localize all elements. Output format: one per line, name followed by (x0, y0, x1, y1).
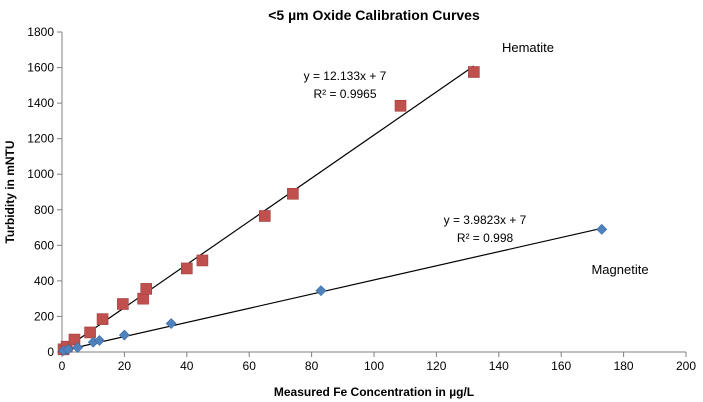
hematite-point (96, 313, 109, 325)
hematite-point (181, 262, 193, 275)
y-tick-label: 1200 (27, 132, 54, 146)
hematite-point (468, 66, 480, 78)
hematite-point (258, 210, 271, 222)
hematite-trendline (61, 65, 475, 352)
chart-title: <5 µm Oxide Calibration Curves (268, 7, 480, 23)
y-axis-label: Turbidity in mNTU (3, 140, 17, 243)
hematite-series-label: Hematite (502, 40, 554, 55)
hematite-r2: R² = 0.9965 (313, 87, 376, 101)
magnetite-point (315, 285, 327, 297)
y-tick-label: 1600 (27, 61, 54, 75)
y-tick-label: 1000 (27, 167, 54, 181)
magnetite-point (62, 343, 74, 355)
x-tick-label: 0 (59, 359, 66, 373)
x-axis-label: Measured Fe Concentration in µg/L (274, 385, 474, 399)
y-tick-label: 1800 (27, 25, 54, 39)
hematite-point (196, 254, 209, 267)
hematite-equation: y = 12.133x + 7 (304, 69, 387, 83)
x-tick-label: 40 (180, 359, 194, 373)
magnetite-point (72, 342, 84, 353)
hematite-point (140, 283, 153, 295)
x-tick-label: 120 (426, 359, 446, 373)
x-tick-label: 200 (676, 359, 696, 373)
hematite-point (394, 99, 407, 112)
y-tick-label: 200 (34, 309, 54, 323)
hematite-point (137, 292, 149, 305)
trendlines (61, 65, 602, 352)
magnetite-r2: R² = 0.998 (457, 231, 514, 245)
hematite-point (68, 333, 81, 346)
y-tick-label: 0 (47, 345, 54, 359)
magnetite-trendline (61, 227, 602, 352)
magnetite-point (118, 329, 130, 341)
x-tick-label: 80 (305, 359, 319, 373)
magnetite-equation: y = 3.9823x + 7 (444, 213, 527, 227)
x-tick-label: 160 (551, 359, 571, 373)
magnetite-point (94, 335, 105, 346)
y-tick-label: 800 (34, 203, 54, 217)
data-points (57, 66, 608, 357)
x-tick-label: 20 (118, 359, 132, 373)
magnetite-point (596, 223, 608, 235)
y-tick-label: 1400 (27, 96, 54, 110)
x-tick-label: 180 (614, 359, 634, 373)
magnetite-series-label: Magnetite (591, 262, 648, 277)
axes: 0 20 40 60 80 100 120 140 160 180 200 0 200 400 600 800… (27, 25, 696, 373)
y-tick-label: 400 (34, 274, 54, 288)
series-annotations: Hematite y = 12.133x + 7 R² = 0.9965 Magnet… (304, 40, 649, 277)
x-tick-label: 100 (364, 359, 384, 373)
x-tick-label: 140 (489, 359, 509, 373)
magnetite-point (165, 318, 177, 329)
hematite-point (117, 298, 129, 310)
hematite-point (84, 326, 96, 339)
hematite-point (287, 187, 299, 200)
y-tick-label: 600 (34, 238, 54, 252)
x-tick-label: 60 (243, 359, 257, 373)
